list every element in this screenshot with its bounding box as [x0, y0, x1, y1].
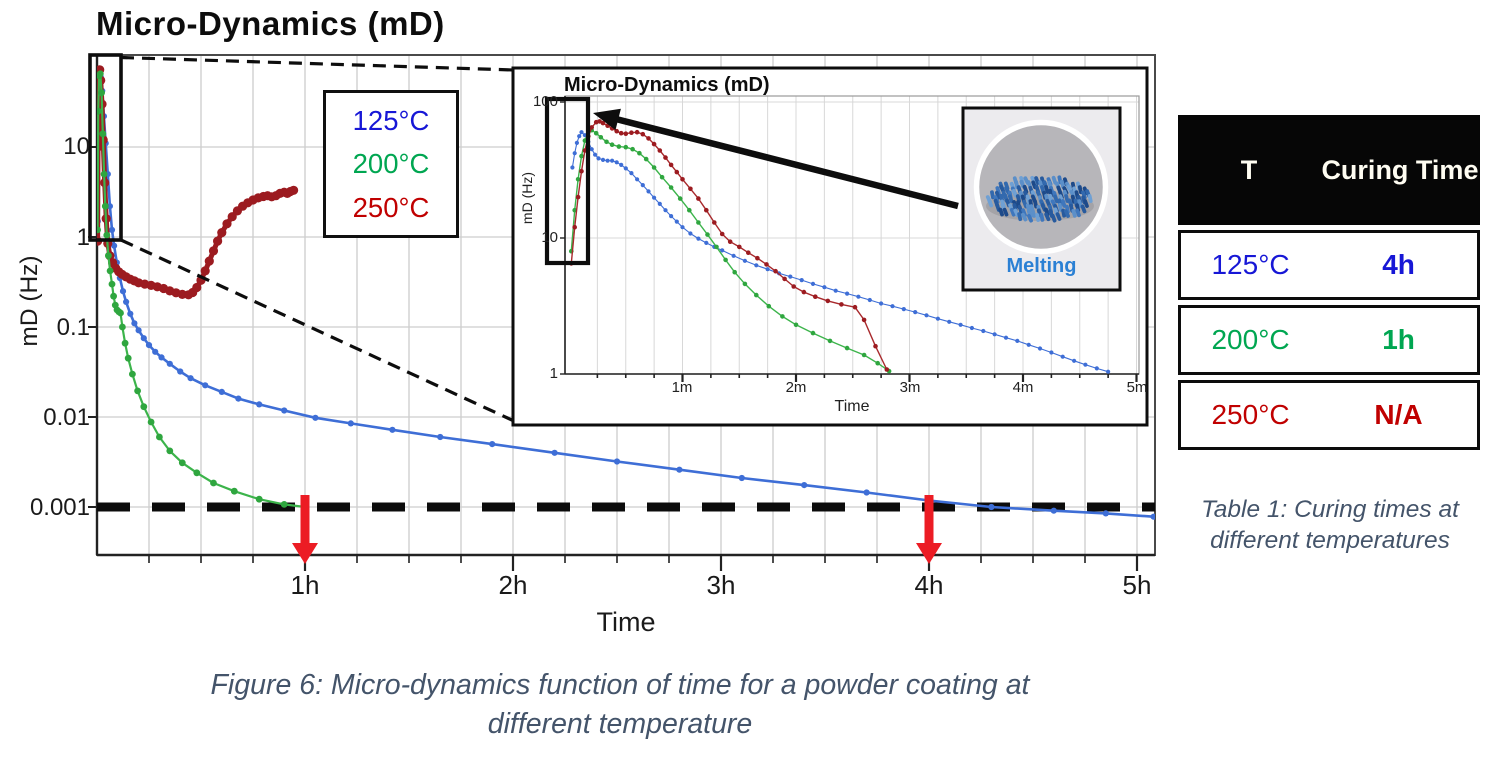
x-tick-1h: 1h — [290, 570, 320, 600]
cure-arrow-shaft-1h — [300, 495, 310, 544]
melting-arrow-head — [593, 108, 621, 131]
cure-arrow-head-4h — [916, 543, 942, 564]
figure-caption: Figure 6: Micro-dynamics function of tim… — [140, 666, 1100, 744]
table-row: 200°C 1h — [1178, 305, 1480, 375]
inset-x-tick-5m: 5m — [1126, 379, 1148, 396]
series-group-inset — [569, 119, 1111, 374]
y-tick-0.001: 0.001 — [29, 494, 90, 521]
table-cell-temp-200: 200°C — [1211, 324, 1290, 355]
inset-x-axis-label: Time — [834, 398, 870, 415]
table-row: 125°C 4h — [1178, 230, 1480, 300]
inset-x-tick-4m: 4m — [1012, 379, 1034, 396]
inset-x-tick-2m: 2m — [785, 379, 807, 396]
legend-box: 125°C 200°C 250°C — [323, 90, 459, 238]
legend-item-200c: 200°C — [352, 148, 430, 179]
inset-x-tick-3m: 3m — [899, 379, 921, 396]
curve-main-125°C — [97, 75, 1155, 518]
main-chart-title: Micro-Dynamics (mD) — [96, 5, 445, 42]
inset-y-tick-100: 100 — [532, 93, 558, 110]
table-caption-line1: Table 1: Curing times at — [1201, 496, 1459, 523]
inset-y-tick-10: 10 — [541, 229, 558, 246]
zoom-connector-bottom — [120, 238, 515, 423]
main-y-axis-label: mD (Hz) — [16, 255, 43, 347]
legend-item-125c: 125°C — [352, 104, 430, 136]
table-caption: Table 1: Curing times at different tempe… — [1160, 494, 1497, 556]
table-caption-line2: different temperatures — [1210, 527, 1450, 554]
zoom-highlight-rect-inset — [544, 96, 591, 266]
curve-main-250°C — [97, 67, 297, 298]
melting-arrow-line — [611, 114, 959, 210]
x-tick-4h: 4h — [914, 570, 944, 600]
table-row: 250°C N/A — [1178, 380, 1480, 450]
table-cell-temp-125: 125°C — [1211, 249, 1290, 280]
inset-chart-title: Micro-Dynamics (mD) — [564, 74, 770, 96]
table-cell-time-250: N/A — [1374, 399, 1423, 430]
figure-caption-line1: Figure 6: Micro-dynamics function of tim… — [210, 669, 1030, 701]
inset-y-axis-label: mD (Hz) — [519, 171, 535, 225]
table-cell-temp-250: 250°C — [1211, 399, 1290, 430]
inset-y-tick-1: 1 — [549, 365, 558, 382]
table-header-temperature: T — [1240, 154, 1258, 185]
figure-caption-line2: different temperature — [487, 708, 753, 740]
x-tick-3h: 3h — [706, 570, 736, 600]
melting-image-label: Melting — [1006, 255, 1077, 277]
legend-item-250c: 250°C — [352, 191, 430, 223]
table-header-row: T Curing Time — [1178, 115, 1480, 225]
table-header-curing-time: Curing Time — [1321, 155, 1479, 185]
zoom-highlight-rect-main — [88, 53, 123, 242]
y-tick-10: 10 — [63, 133, 90, 160]
x-tick-5h: 5h — [1122, 570, 1152, 600]
curing-time-table: T Curing Time 125°C 4h 200°C 1h 250°C N/… — [1178, 115, 1480, 450]
zoom-connector-top — [120, 55, 515, 72]
table-cell-time-125: 4h — [1382, 249, 1415, 280]
cure-arrow-head-1h — [292, 543, 318, 564]
y-tick-0.01: 0.01 — [43, 404, 90, 431]
cure-arrow-shaft-4h — [924, 495, 934, 544]
main-x-axis-label: Time — [596, 607, 656, 637]
table-cell-time-200: 1h — [1382, 324, 1415, 355]
x-tick-2h: 2h — [498, 570, 528, 600]
y-tick-1: 1 — [76, 224, 90, 251]
melting-particles — [985, 175, 1093, 223]
y-tick-0.1: 0.1 — [56, 314, 90, 341]
inset-x-tick-1m: 1m — [671, 379, 693, 396]
